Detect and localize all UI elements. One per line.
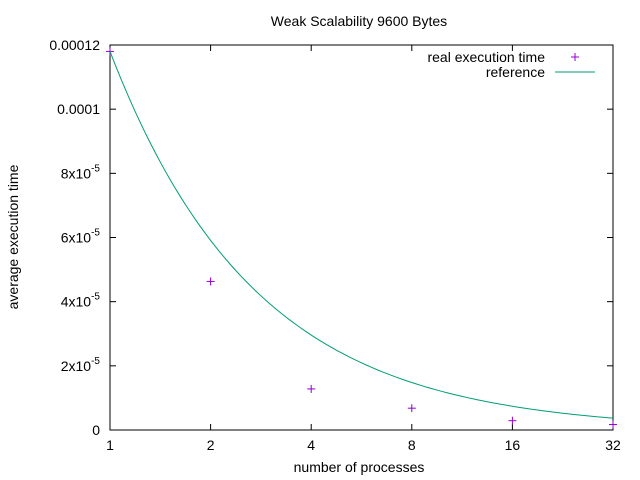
legend-swatch-marker	[571, 53, 579, 61]
x-tick-label: 8	[408, 437, 416, 453]
x-axis: 1 2 4 8 16 32	[106, 45, 621, 453]
series-layer	[106, 47, 617, 429]
plot-border	[109, 44, 614, 431]
y-tick-label: 0.0001	[57, 101, 100, 117]
x-tick-label: 2	[207, 437, 215, 453]
data-point	[407, 404, 416, 413]
legend-label: reference	[486, 64, 545, 80]
x-tick-label: 4	[307, 437, 315, 453]
legend-label: real execution time	[427, 49, 545, 65]
chart-title: Weak Scalability 9600 Bytes	[271, 13, 447, 29]
y-axis-label: average execution time	[5, 164, 21, 309]
x-axis-label: number of processes	[294, 459, 425, 475]
y-tick-label: 0	[92, 422, 100, 438]
data-point	[307, 384, 316, 393]
x-tick-label: 1	[106, 437, 114, 453]
y-tick-label: 4x10-5	[61, 292, 101, 310]
x-tick-label: 32	[605, 437, 621, 453]
y-tick-label: 0.00012	[49, 37, 100, 53]
data-point	[106, 47, 114, 56]
y-tick-label: 2x10-5	[61, 356, 101, 374]
y-tick-label: 6x10-5	[61, 228, 101, 246]
data-point	[206, 277, 215, 286]
series-line-reference	[109, 51, 614, 419]
y-axis: 0 2x10-5 4x10-5 6x10-5 8x10-5 0.0001 0.00012	[49, 37, 613, 438]
data-point	[609, 420, 617, 429]
x-tick-label: 16	[505, 437, 521, 453]
data-point	[508, 416, 517, 425]
y-tick-label: 8x10-5	[61, 163, 101, 181]
